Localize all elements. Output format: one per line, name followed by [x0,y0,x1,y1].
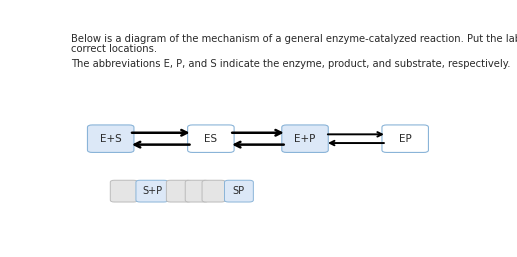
Text: S+P: S+P [142,186,162,196]
Text: E+P: E+P [294,134,316,144]
Text: ES: ES [204,134,218,144]
FancyBboxPatch shape [224,180,253,202]
FancyBboxPatch shape [136,180,168,202]
Text: EP: EP [399,134,412,144]
FancyBboxPatch shape [282,125,328,152]
Text: SP: SP [233,186,245,196]
FancyBboxPatch shape [188,125,234,152]
FancyBboxPatch shape [110,180,138,202]
Text: The abbreviations E, P, and S indicate the enzyme, product, and substrate, respe: The abbreviations E, P, and S indicate t… [71,59,510,69]
FancyBboxPatch shape [166,180,191,202]
FancyBboxPatch shape [382,125,429,152]
FancyBboxPatch shape [87,125,134,152]
Text: E+S: E+S [100,134,121,144]
Text: Below is a diagram of the mechanism of a general enzyme-catalyzed reaction. Put : Below is a diagram of the mechanism of a… [71,34,517,44]
FancyBboxPatch shape [202,180,225,202]
Text: correct locations.: correct locations. [71,44,157,54]
FancyBboxPatch shape [185,180,208,202]
